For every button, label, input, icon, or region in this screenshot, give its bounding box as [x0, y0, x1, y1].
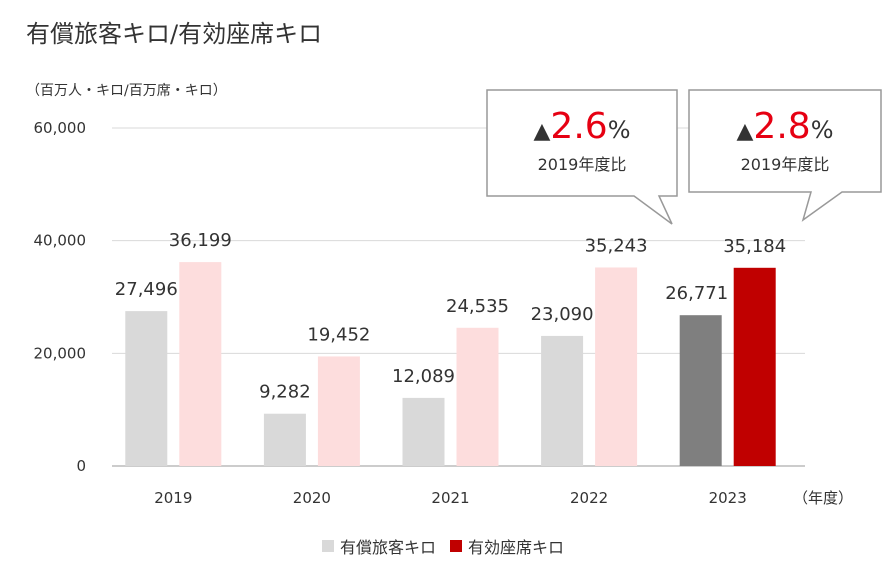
callout-sub-2022: 2019年度比 — [538, 155, 627, 174]
chart-title: 有償旅客キロ/有効座席キロ — [26, 20, 323, 48]
x-tick-label: 2021 — [431, 489, 469, 507]
bar-seat-2022 — [595, 267, 638, 466]
legend-swatch-pax — [322, 540, 334, 552]
bar-seat-2019 — [179, 262, 222, 466]
value-label-seat-2020: 19,452 — [307, 324, 370, 345]
x-tick-label: 2020 — [293, 489, 331, 507]
x-tick-label: 2019 — [154, 489, 192, 507]
bar-seat-2023 — [733, 267, 776, 466]
value-label-seat-2019: 36,199 — [169, 230, 232, 251]
bar-seat-2021 — [456, 327, 499, 466]
y-tick-label: 20,000 — [34, 344, 87, 362]
legend-label-seat: 有効座席キロ — [468, 538, 565, 557]
y-tick-label: 60,000 — [34, 119, 87, 137]
bar-seat-2020 — [317, 356, 360, 466]
value-label-pax-2019: 27,496 — [115, 279, 178, 300]
callout-change-2022: ▲2.6% — [534, 106, 631, 147]
legend-item-seat: 有効座席キロ — [450, 534, 564, 558]
legend-swatch-seat — [450, 540, 463, 552]
y-unit-label: （百万人・キロ/百万席・キロ） — [26, 83, 227, 99]
callout-box-2023 — [688, 89, 882, 222]
x-tick-label: 2022 — [570, 489, 608, 507]
value-label-seat-2023: 35,184 — [723, 236, 786, 257]
x-unit-label: （年度） — [793, 489, 853, 507]
legend: 有償旅客キロ 有効座席キロ — [322, 534, 578, 558]
y-tick-label: 40,000 — [34, 232, 87, 250]
callout-box-2022 — [486, 89, 678, 225]
value-label-pax-2022: 23,090 — [531, 304, 594, 325]
callout-sub-2023: 2019年度比 — [741, 155, 830, 174]
bar-pax-2019 — [125, 311, 168, 466]
bar-pax-2020 — [263, 413, 306, 466]
value-label-pax-2021: 12,089 — [392, 366, 455, 387]
value-label-seat-2021: 24,535 — [446, 296, 509, 317]
bar-pax-2021 — [402, 397, 445, 466]
value-label-seat-2022: 35,243 — [585, 235, 648, 256]
bar-pax-2022 — [541, 335, 584, 466]
callout-change-2023: ▲2.8% — [737, 106, 834, 147]
value-label-pax-2020: 9,282 — [259, 382, 311, 403]
bar-chart: 0 20,000 40,000 60,000 27,496 36,199 2019 9,282… — [34, 89, 882, 507]
value-label-pax-2023: 26,771 — [665, 283, 728, 304]
legend-item-pax: 有償旅客キロ — [322, 534, 436, 558]
y-tick-label: 0 — [76, 457, 86, 475]
x-tick-label: 2023 — [709, 489, 747, 507]
legend-label-pax: 有償旅客キロ — [340, 538, 437, 557]
bar-pax-2023 — [679, 315, 722, 466]
